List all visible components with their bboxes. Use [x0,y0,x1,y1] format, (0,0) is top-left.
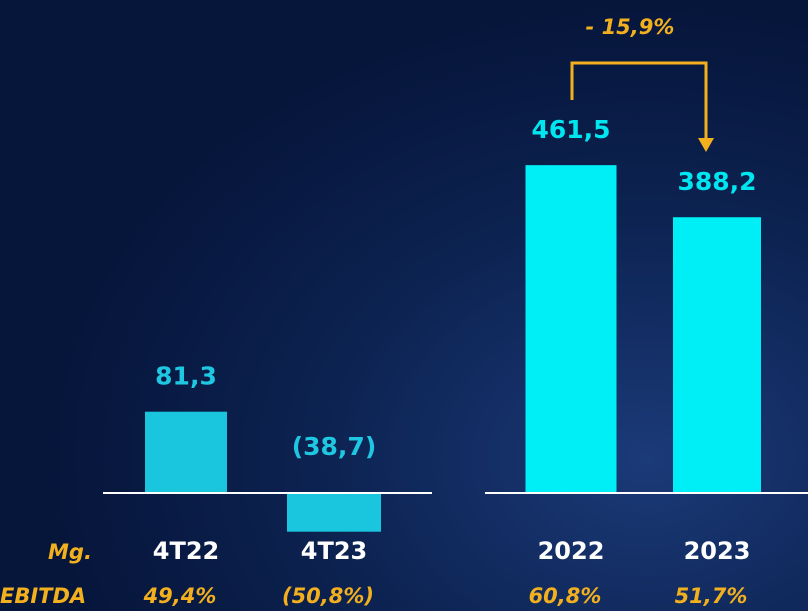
bar [673,217,761,493]
margin-title: EBITDA [0,584,86,608]
bar [525,165,617,494]
x-tick-label: 4T23 [301,537,367,565]
x-tick-label: 2023 [684,537,751,565]
margin-label: 51,7% [675,584,748,608]
value-label: 388,2 [677,167,756,196]
change-annotation: - 15,9% [586,15,675,39]
value-label: 461,5 [531,115,610,144]
margin-title: Mg. [48,540,92,564]
change-arrowhead [698,138,714,152]
value-label: 81,3 [155,362,217,391]
margin-label: 60,8% [529,584,602,608]
margin-label: 49,4% [143,584,217,608]
x-tick-label: 2022 [538,537,605,565]
margin-label: (50,8%) [282,584,374,608]
x-tick-label: 4T22 [153,537,219,565]
bar [145,411,227,493]
bar [287,493,381,532]
value-label: (38,7) [292,432,377,461]
change-bracket [570,61,708,140]
